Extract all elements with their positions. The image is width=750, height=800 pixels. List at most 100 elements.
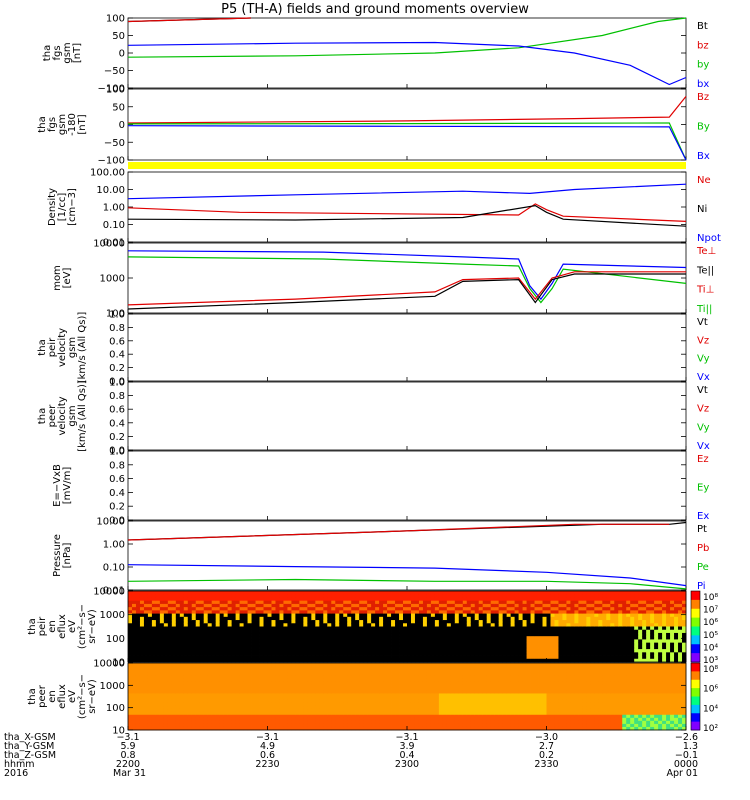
heatmap-cell bbox=[490, 658, 496, 663]
heatmap-cell bbox=[375, 687, 380, 691]
heatmap-cell bbox=[574, 649, 579, 653]
heatmap-cell bbox=[387, 629, 392, 634]
heatmap-cell bbox=[526, 632, 531, 637]
heatmap-cell bbox=[175, 626, 181, 631]
heatmap-cell bbox=[442, 594, 448, 598]
heatmap-cell bbox=[271, 645, 276, 650]
heatmap-cell bbox=[151, 702, 157, 707]
heatmap-cell bbox=[143, 711, 149, 716]
heatmap-cell bbox=[299, 693, 304, 697]
heatmap-cell bbox=[239, 636, 244, 640]
heatmap-cell bbox=[638, 591, 643, 595]
heatmap-cell bbox=[147, 702, 153, 707]
heatmap-cell bbox=[355, 607, 360, 611]
heatmap-cell bbox=[399, 714, 404, 719]
heatmap-cell bbox=[163, 623, 169, 627]
heatmap-cell bbox=[586, 591, 591, 595]
heatmap-cell bbox=[650, 613, 655, 618]
heatmap-cell bbox=[235, 696, 240, 700]
heatmap-cell bbox=[275, 600, 280, 605]
heatmap-cell bbox=[434, 616, 440, 621]
heatmap-cell bbox=[303, 600, 308, 605]
heatmap-cell bbox=[446, 591, 452, 595]
heatmap-cell bbox=[339, 613, 344, 618]
heatmap-cell bbox=[558, 607, 563, 611]
heatmap-cell bbox=[554, 620, 559, 624]
heatmap-cell bbox=[235, 663, 240, 667]
heatmap-cell bbox=[566, 636, 571, 640]
heatmap-cell bbox=[614, 613, 619, 618]
heatmap-cell bbox=[259, 720, 264, 725]
heatmap-cell bbox=[670, 626, 675, 631]
heatmap-cell bbox=[566, 600, 571, 605]
heatmap-cell bbox=[522, 616, 527, 621]
heatmap-cell bbox=[159, 591, 165, 595]
heatmap-cell bbox=[554, 613, 559, 618]
heatmap-cell bbox=[323, 632, 328, 637]
heatmap-cell bbox=[470, 636, 476, 640]
y-tick-label: 1000 bbox=[100, 274, 125, 285]
heatmap-cell bbox=[482, 597, 488, 602]
heatmap-cell bbox=[658, 649, 663, 653]
y-tick-label: 0.8 bbox=[109, 460, 125, 471]
heatmap-cell bbox=[682, 623, 687, 627]
heatmap-cell bbox=[434, 645, 440, 650]
heatmap-cell bbox=[542, 629, 547, 634]
heatmap-cell bbox=[175, 675, 181, 679]
heatmap-cell bbox=[143, 629, 149, 634]
heatmap-cell bbox=[275, 645, 280, 650]
heatmap-cell bbox=[618, 645, 623, 650]
heatmap-cell bbox=[287, 705, 292, 710]
heatmap-cell bbox=[239, 603, 244, 608]
heatmap-cell bbox=[155, 681, 161, 685]
heatmap-cell bbox=[203, 693, 209, 697]
heatmap-cell bbox=[223, 610, 229, 614]
heatmap-cell bbox=[399, 636, 404, 640]
heatmap-cell bbox=[251, 693, 256, 697]
heatmap-cell bbox=[271, 655, 276, 660]
heatmap-cell bbox=[598, 613, 603, 618]
heatmap-cell bbox=[175, 642, 181, 647]
heatmap-cell bbox=[287, 620, 292, 624]
heatmap-cell bbox=[135, 655, 141, 660]
heatmap-cell bbox=[379, 626, 384, 631]
heatmap-cell bbox=[383, 652, 388, 656]
heatmap-cell bbox=[363, 603, 368, 608]
legend-entry: Npot bbox=[697, 233, 721, 244]
heatmap-cell bbox=[239, 652, 244, 656]
heatmap-cell bbox=[566, 655, 571, 660]
heatmap-cell bbox=[271, 717, 276, 722]
heatmap-cell bbox=[367, 708, 372, 713]
heatmap-cell bbox=[410, 649, 416, 653]
heatmap-cell bbox=[271, 591, 276, 595]
heatmap-cell bbox=[307, 658, 312, 663]
heatmap-cell bbox=[183, 649, 189, 653]
heatmap-cell bbox=[327, 623, 332, 627]
heatmap-cell bbox=[219, 620, 225, 624]
heatmap-cell bbox=[155, 666, 161, 670]
heatmap-cell bbox=[538, 639, 543, 644]
heatmap-cell bbox=[247, 649, 252, 653]
heatmap-cell bbox=[343, 723, 348, 728]
y-axis-label-line: [km/s (All Qs)] bbox=[77, 312, 88, 384]
heatmap-cell bbox=[351, 702, 356, 707]
heatmap-cell bbox=[371, 678, 376, 682]
heatmap-cell bbox=[243, 678, 248, 682]
heatmap-cell bbox=[147, 655, 153, 660]
heatmap-cell bbox=[187, 720, 193, 725]
heatmap-cell bbox=[251, 717, 256, 722]
heatmap-cell bbox=[315, 714, 320, 719]
heatmap-cell bbox=[399, 600, 404, 605]
heatmap-cell bbox=[171, 645, 177, 650]
heatmap-cell bbox=[287, 681, 292, 685]
heatmap-cell bbox=[235, 678, 240, 682]
heatmap-cell bbox=[179, 669, 185, 673]
heatmap-cell bbox=[395, 693, 400, 697]
heatmap-cell bbox=[203, 597, 209, 602]
heatmap-cell bbox=[662, 629, 667, 634]
heatmap-cell bbox=[367, 594, 372, 598]
heatmap-cell bbox=[251, 607, 256, 611]
heatmap-cell bbox=[191, 693, 197, 697]
heatmap-cell bbox=[418, 600, 424, 605]
heatmap-cell bbox=[375, 623, 380, 627]
